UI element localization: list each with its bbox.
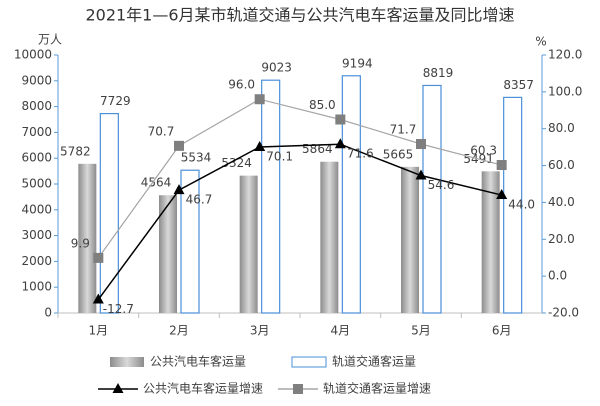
legend-marker (112, 383, 124, 393)
line-value-label: 44.0 (508, 198, 535, 212)
chart-title: 2021年1—6月某市轨道交通与公共汽电车客运量及同比增速 (85, 6, 514, 25)
bar-value-label: 5534 (181, 151, 212, 165)
legend-label: 公共汽电车客运量 (150, 354, 246, 369)
y-tick-label: 4000 (21, 202, 52, 216)
bar-value-label: 9023 (261, 61, 292, 75)
y2-tick-label: 100.0 (548, 84, 582, 98)
line-marker (415, 169, 427, 180)
line-marker (334, 138, 346, 149)
line-value-label: 60.3 (470, 144, 497, 158)
line-marker (496, 160, 507, 171)
x-tick-label: 1月 (89, 324, 109, 338)
line-value-label: 96.0 (228, 78, 255, 92)
y-tick-label: 10000 (14, 48, 52, 62)
x-tick-label: 6月 (492, 324, 512, 338)
bar-value-label: 8357 (503, 78, 534, 92)
line-marker (93, 252, 104, 263)
line-value-label: -12.7 (103, 302, 134, 316)
y-tick-label: 9000 (21, 73, 52, 87)
line-marker (496, 189, 508, 200)
line-value-label: 70.1 (266, 149, 293, 163)
y-axis-label: 万人 (38, 33, 62, 47)
y-tick-label: 5000 (21, 177, 52, 191)
line-value-label: 71.6 (347, 147, 374, 161)
bar (481, 171, 500, 313)
y-tick-label: 6000 (21, 151, 52, 165)
line-value-label: 9.9 (71, 236, 90, 250)
line-value-label: 70.7 (148, 124, 175, 138)
legend-swatch (110, 357, 144, 367)
bar (239, 175, 258, 313)
y2-tick-label: 60.0 (548, 158, 575, 172)
line-marker (416, 139, 426, 150)
line-marker (254, 94, 265, 105)
bar (320, 161, 339, 313)
line-marker (92, 293, 104, 304)
y2-tick-label: 20.0 (548, 232, 575, 246)
bar (341, 75, 361, 314)
bar-value-label: 9194 (342, 56, 373, 70)
x-tick-label: 3月 (250, 324, 270, 338)
y2-tick-label: 40.0 (548, 195, 575, 209)
y2-axis-label: % (535, 35, 546, 49)
bar (422, 84, 442, 314)
bar (78, 163, 97, 313)
y-tick-label: 2000 (21, 254, 52, 268)
y2-tick-label: 0.0 (548, 269, 567, 283)
x-tick-label: 4月 (331, 324, 351, 338)
legend-marker (293, 384, 303, 394)
y-tick-label: 3000 (21, 228, 52, 242)
y2-tick-label: -20.0 (548, 306, 579, 320)
bar-value-label: 5782 (60, 144, 91, 158)
line-marker (254, 140, 266, 151)
bar-value-label: 7729 (100, 94, 131, 108)
y-tick-label: 7000 (21, 125, 52, 139)
line-value-label: 54.6 (428, 178, 455, 192)
line (97, 98, 502, 259)
bar-value-label: 5665 (383, 147, 414, 161)
bar-value-label: 5324 (221, 156, 252, 170)
bar (159, 195, 177, 313)
legend-label: 公共汽电车客运量增速 (143, 381, 263, 396)
line-value-label: 71.7 (390, 123, 417, 137)
line (97, 143, 502, 300)
bar (99, 112, 119, 314)
bar-value-label: 8819 (423, 66, 454, 80)
y2-tick-label: 120.0 (548, 48, 582, 62)
bar (180, 169, 200, 314)
legend-label: 轨道交通客运量增速 (323, 381, 431, 396)
bar (401, 166, 419, 313)
line-marker (173, 184, 185, 195)
bar (503, 96, 523, 314)
y-tick-label: 1000 (21, 280, 52, 294)
line-marker (335, 114, 346, 125)
legend-swatch (291, 356, 327, 368)
x-tick-label: 5月 (411, 324, 431, 338)
bar-value-label: 4564 (141, 176, 172, 190)
y-tick-label: 8000 (21, 99, 52, 113)
line-value-label: 85.0 (309, 98, 336, 112)
y-tick-label: 0 (44, 306, 52, 320)
legend-label: 轨道交通客运量 (332, 354, 416, 369)
line-marker (174, 140, 184, 151)
bar (261, 79, 281, 314)
y2-tick-label: 80.0 (548, 121, 575, 135)
line-value-label: 46.7 (186, 193, 213, 207)
x-tick-label: 2月 (169, 324, 189, 338)
